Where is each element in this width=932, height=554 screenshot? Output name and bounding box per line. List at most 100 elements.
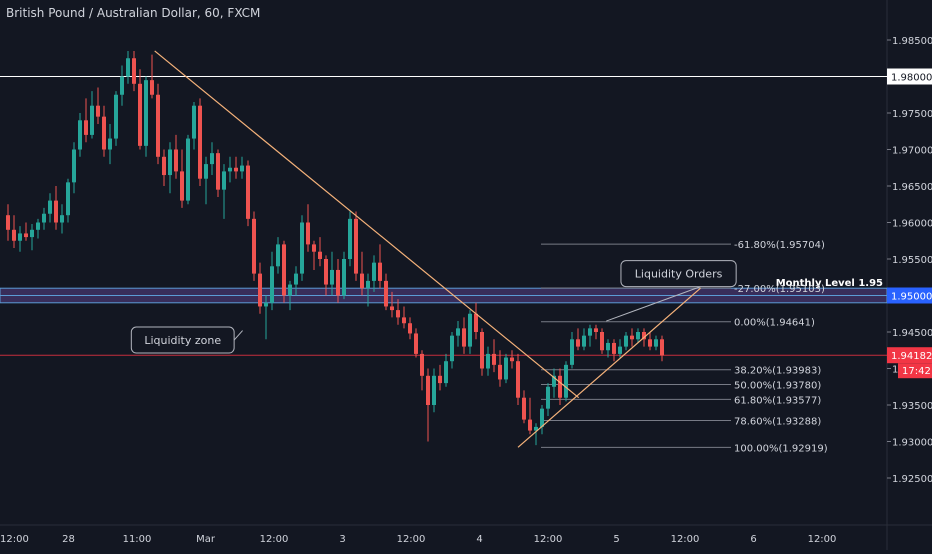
candle-body <box>210 153 214 165</box>
candle-body <box>426 375 430 405</box>
x-axis-tick-label: 12:00 <box>808 534 837 545</box>
candle-body <box>144 80 148 146</box>
candle-body <box>492 353 496 365</box>
candle-body <box>312 244 316 252</box>
candle-body <box>138 83 142 146</box>
candle-body <box>318 251 322 259</box>
candle-body <box>258 273 262 307</box>
candle-body <box>276 244 280 267</box>
y-axis-tick-label: 1.92500 <box>892 474 932 485</box>
candle-body <box>516 361 520 398</box>
candle-body <box>396 310 400 318</box>
callout-box <box>620 260 737 288</box>
candle-body <box>456 328 460 336</box>
candle-body <box>414 333 418 354</box>
candle-body <box>42 213 46 223</box>
x-axis-tick-label: 12:00 <box>260 534 289 545</box>
candle-body <box>360 273 364 289</box>
candle-body <box>348 218 352 259</box>
candle-body <box>60 215 64 223</box>
y-axis-tick-label: 1.93500 <box>892 401 932 412</box>
resistance-price-tag <box>887 68 932 85</box>
candle-body <box>480 332 484 369</box>
monthly-level-price-tag-text: 1.95000 <box>891 292 932 303</box>
y-axis-tick-label: 1.98500 <box>892 36 932 47</box>
candle-body <box>582 335 586 347</box>
candle-body <box>534 426 538 431</box>
x-axis-tick-label: 11:00 <box>123 534 152 545</box>
candle-body <box>510 357 514 362</box>
candle-body <box>12 229 16 241</box>
callout-text: Liquidity zone <box>144 334 221 347</box>
countdown-tag-text: 17:42 <box>902 366 931 377</box>
x-axis-tick-label: 12:00 <box>0 534 29 545</box>
x-axis-tick-label: 3 <box>339 534 345 545</box>
candle-body <box>264 302 268 307</box>
candle-body <box>588 328 592 336</box>
trendline <box>517 287 701 448</box>
candle-body <box>654 339 658 347</box>
y-axis-tick-label: 1.93000 <box>892 438 932 449</box>
candle-body <box>150 80 154 95</box>
callout-text: Liquidity Orders <box>635 268 723 281</box>
candle-body <box>300 222 304 274</box>
fib-level-label: 50.00%(1.93780) <box>734 381 821 392</box>
candle-body <box>108 138 112 150</box>
candle-body <box>162 156 166 176</box>
candle-body <box>84 120 88 135</box>
candle-body <box>330 269 334 285</box>
candle-body <box>192 105 196 139</box>
candle-body <box>306 222 310 245</box>
candle-body <box>252 218 256 274</box>
candle-body <box>120 76 124 95</box>
candle-body <box>468 313 472 347</box>
fib-level-label: 78.60%(1.93288) <box>734 416 821 427</box>
candle-body <box>186 138 190 201</box>
fib-level-label: 61.80%(1.93577) <box>734 395 821 406</box>
candle-body <box>288 284 292 296</box>
candle-body <box>570 339 574 365</box>
candle-body <box>564 364 568 398</box>
candle-body <box>624 335 628 347</box>
candle-body <box>324 259 328 285</box>
y-axis-tick-label: 1.96000 <box>892 219 932 230</box>
candle-body <box>432 375 436 405</box>
y-axis-tick-label: 1.97500 <box>892 109 932 120</box>
candle-body <box>546 386 550 409</box>
candle-body <box>234 167 238 172</box>
candle-body <box>6 215 10 230</box>
x-axis-tick-label: 4 <box>476 534 482 545</box>
x-axis-tick-label: Mar <box>196 534 216 545</box>
candle-body <box>372 262 376 281</box>
candle-body <box>618 346 622 354</box>
candle-body <box>36 222 40 230</box>
candle-body <box>354 218 358 274</box>
candle-body <box>540 408 544 427</box>
fib-level-label: 100.00%(1.92919) <box>734 443 828 454</box>
candle-body <box>390 306 394 311</box>
candle-body <box>96 105 100 117</box>
candle-body <box>126 58 130 77</box>
candle-body <box>498 364 502 380</box>
candle-body <box>384 280 388 307</box>
candle-body <box>648 339 652 347</box>
candle-body <box>114 94 118 139</box>
candle-body <box>474 313 478 332</box>
candle-body <box>606 342 610 351</box>
candle-body <box>402 317 406 324</box>
candle-body <box>660 339 664 356</box>
candle-body <box>216 153 220 190</box>
candle-body <box>270 266 274 303</box>
candle-body <box>102 116 106 150</box>
candle-body <box>444 361 448 384</box>
candle-body <box>132 58 136 84</box>
candle-body <box>78 120 82 150</box>
candle-body <box>174 149 178 172</box>
candle-body <box>528 419 532 431</box>
candle-body <box>450 335 454 362</box>
candle-body <box>24 233 28 238</box>
fib-level-label: 0.00%(1.94641) <box>734 318 815 329</box>
candle-body <box>486 353 490 369</box>
